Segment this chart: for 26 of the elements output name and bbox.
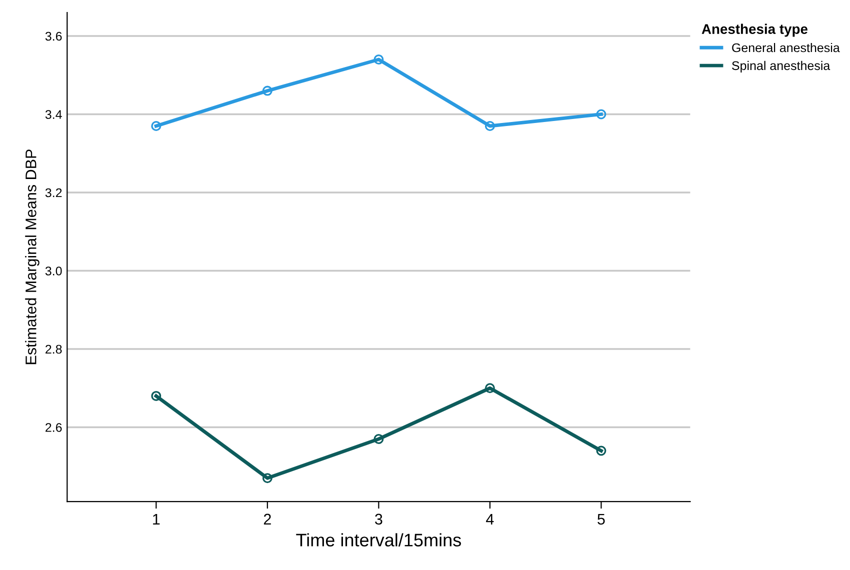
- point: [374, 54, 384, 64]
- point: [262, 86, 272, 96]
- point: [596, 109, 606, 120]
- point: [151, 121, 162, 132]
- x-axis-title: Time interval/15mins: [296, 533, 461, 546]
- point: [596, 446, 606, 456]
- point: [262, 473, 272, 484]
- point: [374, 434, 384, 444]
- x-tick-label: 3: [375, 514, 382, 525]
- legend-label: Spinal anesthesia: [732, 60, 830, 73]
- y-tick-label: 3.6: [45, 32, 62, 41]
- y-tick-label: 3.2: [45, 188, 62, 198]
- y-tick-label: 2.6: [46, 423, 62, 432]
- point: [151, 390, 162, 401]
- y-tick-label: 2.8: [46, 344, 62, 354]
- point: [484, 121, 495, 132]
- x-tick-label: 4: [486, 514, 494, 524]
- legend-title: Anesthesia type: [702, 24, 808, 37]
- y-tick-label: 3.4: [45, 110, 62, 119]
- x-tick-label: 5: [598, 514, 605, 525]
- x-tick-label: 2: [264, 514, 271, 524]
- x-tick-label: 1: [153, 514, 160, 524]
- legend-label: General anesthesia: [732, 42, 840, 52]
- y-tick-label: 3.0: [45, 266, 62, 276]
- y-axis-title: Estimated Marginal Means DBP: [25, 150, 40, 364]
- point: [484, 383, 495, 394]
